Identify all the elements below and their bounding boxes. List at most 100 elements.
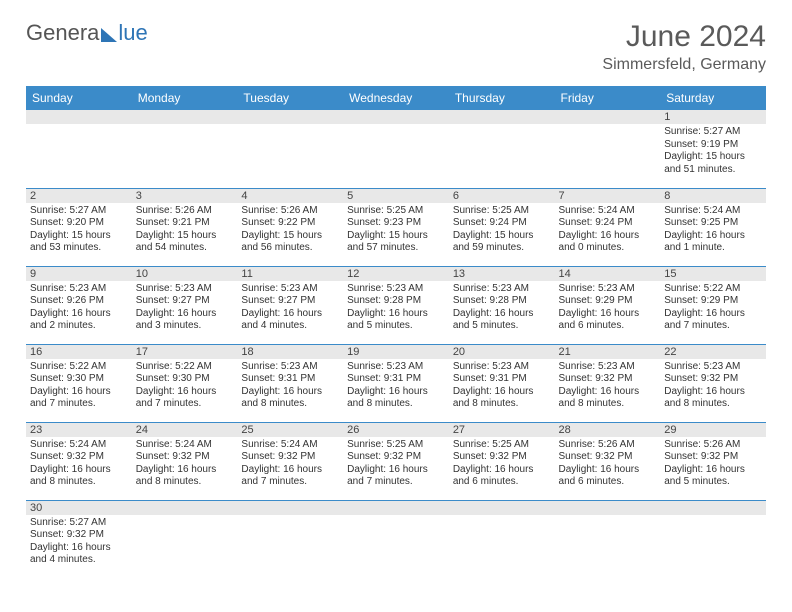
day-details: Sunrise: 5:27 AMSunset: 9:19 PMDaylight:… (660, 124, 766, 180)
calendar-cell: 4Sunrise: 5:26 AMSunset: 9:22 PMDaylight… (237, 188, 343, 266)
sunrise-text: Sunrise: 5:22 AM (30, 361, 128, 374)
day-details: Sunrise: 5:25 AMSunset: 9:32 PMDaylight:… (449, 437, 555, 493)
sunset-text: Sunset: 9:32 PM (559, 373, 657, 386)
sunrise-text: Sunrise: 5:24 AM (241, 439, 339, 452)
sunset-text: Sunset: 9:31 PM (241, 373, 339, 386)
calendar-cell (26, 110, 132, 188)
daylight-text: Daylight: 16 hours and 4 minutes. (241, 308, 339, 333)
sunrise-text: Sunrise: 5:25 AM (347, 439, 445, 452)
day-number: 23 (26, 423, 132, 437)
calendar-cell: 11Sunrise: 5:23 AMSunset: 9:27 PMDayligh… (237, 266, 343, 344)
logo-text-1: Genera (26, 20, 99, 46)
sunset-text: Sunset: 9:22 PM (241, 217, 339, 230)
location-subtitle: Simmersfeld, Germany (602, 56, 766, 74)
sunrise-text: Sunrise: 5:26 AM (136, 205, 234, 218)
daylight-text: Daylight: 16 hours and 3 minutes. (136, 308, 234, 333)
calendar-table: Sunday Monday Tuesday Wednesday Thursday… (26, 86, 766, 578)
sunset-text: Sunset: 9:32 PM (241, 451, 339, 464)
day-details: Sunrise: 5:23 AMSunset: 9:28 PMDaylight:… (343, 281, 449, 337)
day-details: Sunrise: 5:23 AMSunset: 9:31 PMDaylight:… (343, 359, 449, 415)
day-number: 13 (449, 267, 555, 281)
weekday-header: Thursday (449, 86, 555, 110)
calendar-cell (343, 110, 449, 188)
day-number: 5 (343, 189, 449, 203)
page-header: Genera lue June 2024 Simmersfeld, German… (26, 20, 766, 74)
day-details: Sunrise: 5:25 AMSunset: 9:32 PMDaylight:… (343, 437, 449, 493)
sunrise-text: Sunrise: 5:22 AM (136, 361, 234, 374)
calendar-week-row: 2 Sunrise: 5:27 AMSunset: 9:20 PM Daylight… (26, 188, 766, 266)
calendar-week-row: 16Sunrise: 5:22 AMSunset: 9:30 PMDayligh… (26, 344, 766, 422)
day-number: 27 (449, 423, 555, 437)
day-number (343, 501, 449, 515)
sunset-text: Sunset: 9:20 PM (30, 217, 128, 230)
sunrise-text: Sunrise: 5:25 AM (347, 205, 445, 218)
day-details: Sunrise: 5:22 AMSunset: 9:30 PMDaylight:… (26, 359, 132, 415)
title-block: June 2024 Simmersfeld, Germany (602, 20, 766, 74)
daylight-text: Daylight: 16 hours and 7 minutes. (664, 308, 762, 333)
weekday-header: Sunday (26, 86, 132, 110)
calendar-cell (449, 500, 555, 578)
sunset-text: Sunset: 9:21 PM (136, 217, 234, 230)
day-details: Sunrise: 5:24 AMSunset: 9:24 PMDaylight:… (555, 203, 661, 259)
day-details: Sunrise: 5:23 AMSunset: 9:31 PMDaylight:… (449, 359, 555, 415)
day-number (237, 110, 343, 124)
calendar-cell (237, 110, 343, 188)
daylight-text: Daylight: 16 hours and 8 minutes. (241, 386, 339, 411)
sunrise-text: Sunrise: 5:23 AM (453, 361, 551, 374)
day-details: Sunrise: 5:26 AMSunset: 9:32 PMDaylight:… (555, 437, 661, 493)
sunrise-text: Sunrise: 5:26 AM (664, 439, 762, 452)
day-number (237, 501, 343, 515)
daylight-text: Daylight: 16 hours and 1 minute. (664, 230, 762, 255)
sunset-text: Sunset: 9:32 PM (347, 451, 445, 464)
calendar-cell: 15Sunrise: 5:22 AMSunset: 9:29 PMDayligh… (660, 266, 766, 344)
sunrise-text: Sunrise: 5:23 AM (30, 283, 128, 296)
day-number: 25 (237, 423, 343, 437)
day-number (660, 501, 766, 515)
day-number: 9 (26, 267, 132, 281)
daylight-text: Daylight: 16 hours and 8 minutes. (559, 386, 657, 411)
day-details: Sunrise: 5:23 AMSunset: 9:32 PMDaylight:… (555, 359, 661, 415)
daylight-text: Daylight: 16 hours and 8 minutes. (136, 464, 234, 489)
sunrise-text: Sunrise: 5:23 AM (453, 283, 551, 296)
sunset-text: Sunset: 9:32 PM (30, 529, 128, 542)
sunset-text: Sunset: 9:32 PM (664, 451, 762, 464)
day-number (555, 110, 661, 124)
day-number (449, 501, 555, 515)
calendar-cell (132, 110, 238, 188)
day-details: Sunrise: 5:24 AMSunset: 9:32 PMDaylight:… (26, 437, 132, 493)
sunrise-text: Sunrise: 5:23 AM (347, 283, 445, 296)
daylight-text: Daylight: 16 hours and 8 minutes. (453, 386, 551, 411)
sunrise-text: Sunrise: 5:24 AM (559, 205, 657, 218)
day-number: 6 (449, 189, 555, 203)
calendar-cell: 16Sunrise: 5:22 AMSunset: 9:30 PMDayligh… (26, 344, 132, 422)
day-number: 4 (237, 189, 343, 203)
sunrise-text: Sunrise: 5:24 AM (30, 439, 128, 452)
sunset-text: Sunset: 9:31 PM (347, 373, 445, 386)
calendar-cell (555, 110, 661, 188)
day-number: 18 (237, 345, 343, 359)
daylight-text: Daylight: 16 hours and 5 minutes. (347, 308, 445, 333)
day-number: 20 (449, 345, 555, 359)
daylight-text: Daylight: 15 hours and 56 minutes. (241, 230, 339, 255)
day-number (132, 501, 238, 515)
sunset-text: Sunset: 9:32 PM (136, 451, 234, 464)
daylight-text: Daylight: 16 hours and 2 minutes. (30, 308, 128, 333)
daylight-text: Daylight: 16 hours and 8 minutes. (347, 386, 445, 411)
day-number: 15 (660, 267, 766, 281)
calendar-cell (660, 500, 766, 578)
calendar-cell: 9Sunrise: 5:23 AMSunset: 9:26 PMDaylight… (26, 266, 132, 344)
sunrise-text: Sunrise: 5:23 AM (559, 361, 657, 374)
day-number: 2 (26, 189, 132, 203)
calendar-cell: 7Sunrise: 5:24 AMSunset: 9:24 PMDaylight… (555, 188, 661, 266)
calendar-cell: 20Sunrise: 5:23 AMSunset: 9:31 PMDayligh… (449, 344, 555, 422)
calendar-cell: 27Sunrise: 5:25 AMSunset: 9:32 PMDayligh… (449, 422, 555, 500)
calendar-cell (343, 500, 449, 578)
calendar-cell: 28Sunrise: 5:26 AMSunset: 9:32 PMDayligh… (555, 422, 661, 500)
sunset-text: Sunset: 9:27 PM (136, 295, 234, 308)
calendar-cell: 24Sunrise: 5:24 AMSunset: 9:32 PMDayligh… (132, 422, 238, 500)
day-details: Sunrise: 5:23 AMSunset: 9:29 PMDaylight:… (555, 281, 661, 337)
day-number: 28 (555, 423, 661, 437)
calendar-cell: 25Sunrise: 5:24 AMSunset: 9:32 PMDayligh… (237, 422, 343, 500)
sunrise-text: Sunrise: 5:23 AM (241, 283, 339, 296)
sunrise-text: Sunrise: 5:27 AM (30, 205, 128, 218)
